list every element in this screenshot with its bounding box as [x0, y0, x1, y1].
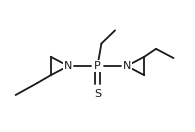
- Text: P: P: [94, 61, 101, 71]
- Text: S: S: [94, 89, 101, 99]
- Text: N: N: [64, 61, 72, 71]
- Text: N: N: [123, 61, 131, 71]
